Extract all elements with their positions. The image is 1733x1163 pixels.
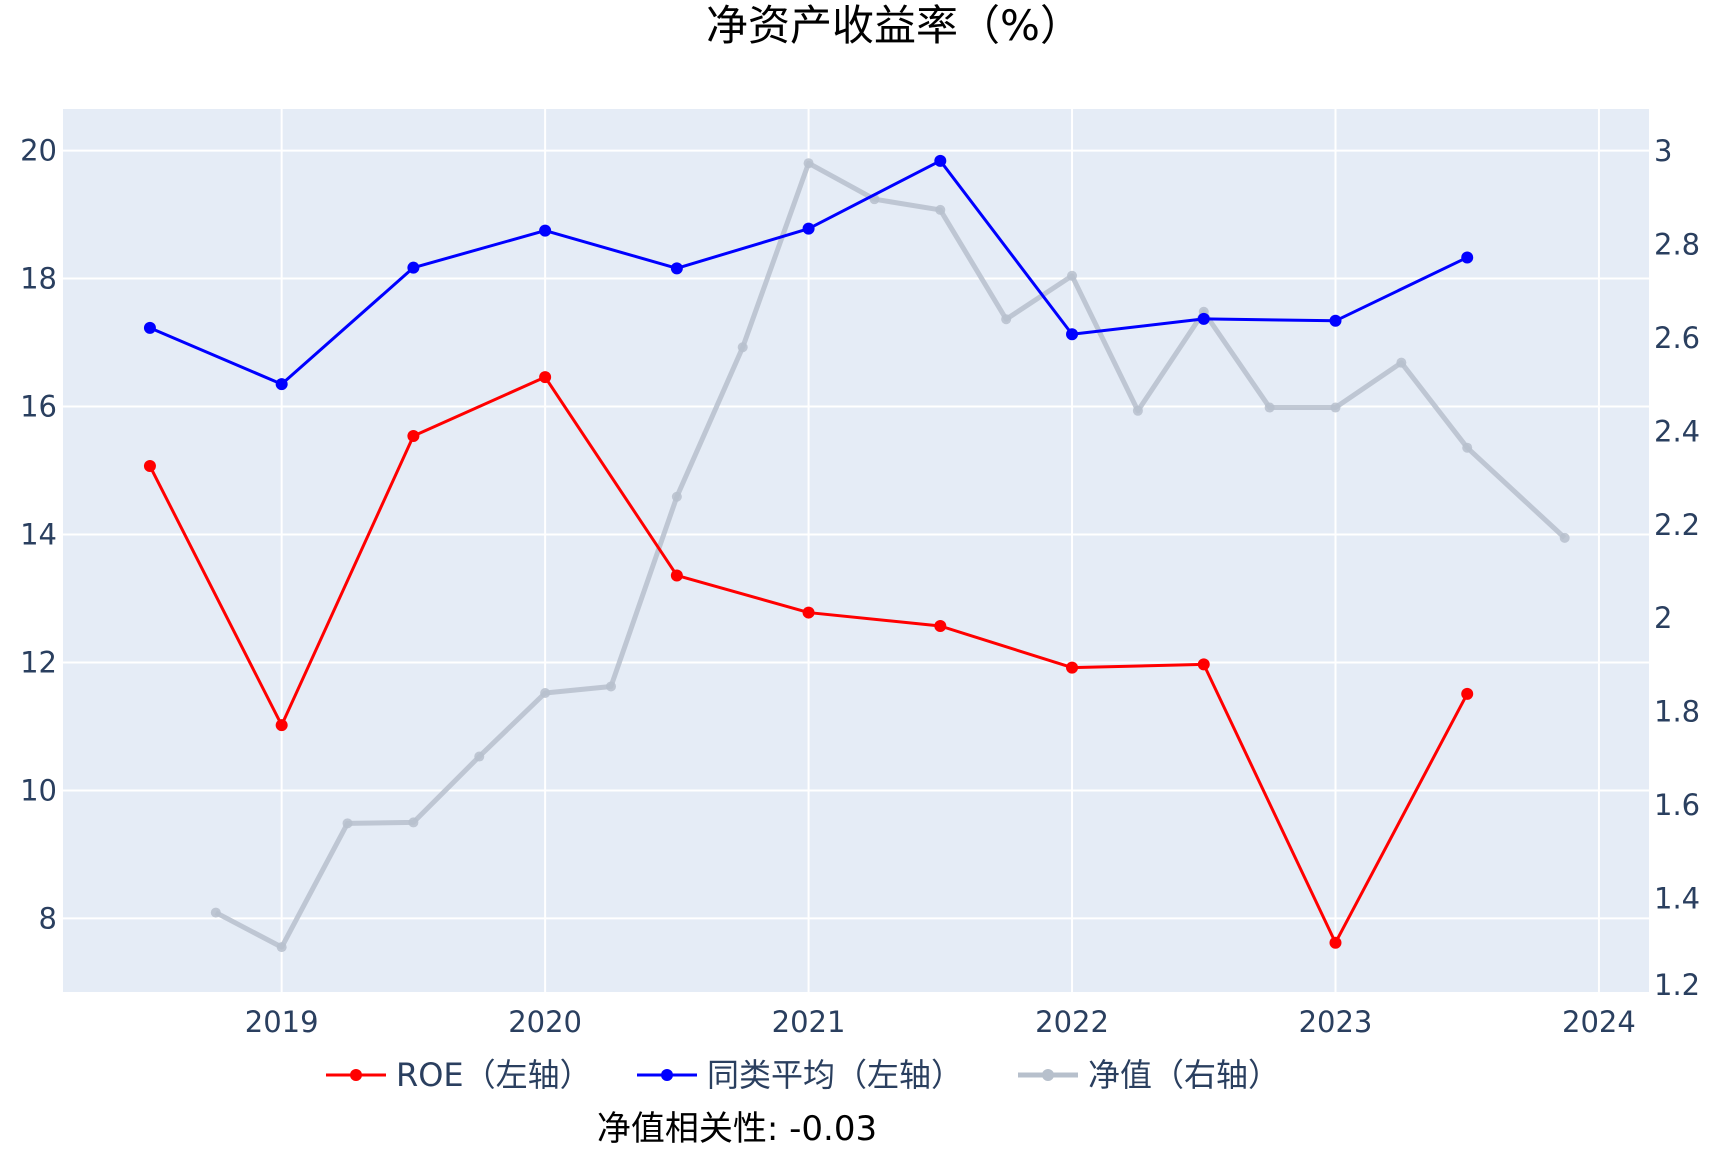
legend-label: ROE（左轴） [396, 1056, 592, 1094]
x-tick-label: 2022 [1035, 1005, 1109, 1039]
chart-title: 净资产收益率（%） [706, 1, 1082, 50]
data-point [1001, 314, 1012, 325]
x-tick-label: 2023 [1299, 1005, 1373, 1039]
correlation-annotation: 净值相关性: -0.03 [597, 1109, 877, 1149]
data-point [210, 907, 221, 918]
y-left-tick-label: 14 [20, 518, 57, 552]
data-point [1066, 328, 1079, 341]
x-tick-label: 2024 [1562, 1005, 1636, 1039]
data-point [1461, 251, 1474, 264]
y-left-tick-label: 18 [20, 262, 57, 296]
data-point [803, 158, 814, 169]
y-right-tick-label: 2.2 [1654, 508, 1700, 542]
x-axis: 2019 2020 2021 2022 2023 2024 [245, 1005, 1636, 1039]
y-right-tick-label: 2.6 [1654, 321, 1700, 355]
data-point [935, 204, 946, 215]
data-point [342, 818, 353, 829]
legend-marker [1042, 1069, 1054, 1081]
data-point [539, 371, 552, 384]
y-left-tick-label: 16 [20, 390, 57, 424]
data-point [802, 606, 815, 619]
y-axis-right: 1.2 1.4 1.6 1.8 2 2.2 2.4 2.6 2.8 3 [1654, 134, 1700, 1002]
y-left-tick-label: 12 [20, 645, 57, 679]
y-right-tick-label: 2 [1654, 601, 1672, 635]
y-right-tick-label: 2.4 [1654, 414, 1700, 448]
data-point [408, 817, 419, 828]
grid-lines [63, 109, 1649, 992]
legend: ROE（左轴） 同类平均（左轴） 净值（右轴） [326, 1056, 1280, 1094]
data-point [275, 719, 288, 732]
y-right-tick-label: 1.2 [1654, 968, 1700, 1002]
x-tick-label: 2021 [772, 1005, 846, 1039]
y-right-tick-label: 1.8 [1654, 695, 1700, 729]
data-point [407, 261, 420, 274]
data-point [737, 342, 748, 353]
data-point [671, 491, 682, 502]
data-point [275, 378, 288, 391]
data-point [934, 620, 947, 633]
data-point [1067, 270, 1078, 281]
y-left-tick-label: 20 [20, 134, 57, 168]
legend-label: 同类平均（左轴） [707, 1056, 963, 1094]
data-point [1462, 442, 1473, 453]
data-point [1329, 314, 1342, 327]
data-point [1329, 936, 1342, 949]
data-point [540, 687, 551, 698]
legend-label: 净值（右轴） [1088, 1056, 1280, 1094]
data-point [802, 222, 815, 235]
data-point [934, 154, 947, 167]
y-right-tick-label: 3 [1654, 134, 1672, 168]
data-point [407, 429, 420, 442]
y-axis-left: 8 10 12 14 16 18 20 [20, 134, 57, 936]
y-right-tick-label: 2.8 [1654, 227, 1700, 261]
data-point [1396, 357, 1407, 368]
y-left-tick-label: 8 [39, 901, 57, 935]
data-point [539, 224, 552, 237]
data-point [1197, 658, 1210, 671]
y-right-tick-label: 1.6 [1654, 788, 1700, 822]
data-point [1264, 402, 1275, 413]
legend-marker [350, 1069, 362, 1081]
series-group [143, 154, 1570, 953]
data-point [1330, 402, 1341, 413]
data-point [1559, 532, 1570, 543]
data-point [276, 942, 287, 953]
plot-area [63, 109, 1649, 992]
data-point [605, 681, 616, 692]
data-point [1066, 661, 1079, 674]
data-point [474, 751, 485, 762]
y-right-tick-label: 1.4 [1654, 882, 1700, 916]
data-point [1197, 312, 1210, 325]
data-point [670, 262, 683, 275]
legend-marker [661, 1069, 673, 1081]
data-point [143, 460, 156, 473]
y-left-tick-label: 10 [20, 773, 57, 807]
x-tick-label: 2020 [508, 1005, 582, 1039]
data-point [143, 321, 156, 334]
data-point [670, 569, 683, 582]
x-tick-label: 2019 [245, 1005, 319, 1039]
data-point [1461, 687, 1474, 700]
data-point [1132, 405, 1143, 416]
